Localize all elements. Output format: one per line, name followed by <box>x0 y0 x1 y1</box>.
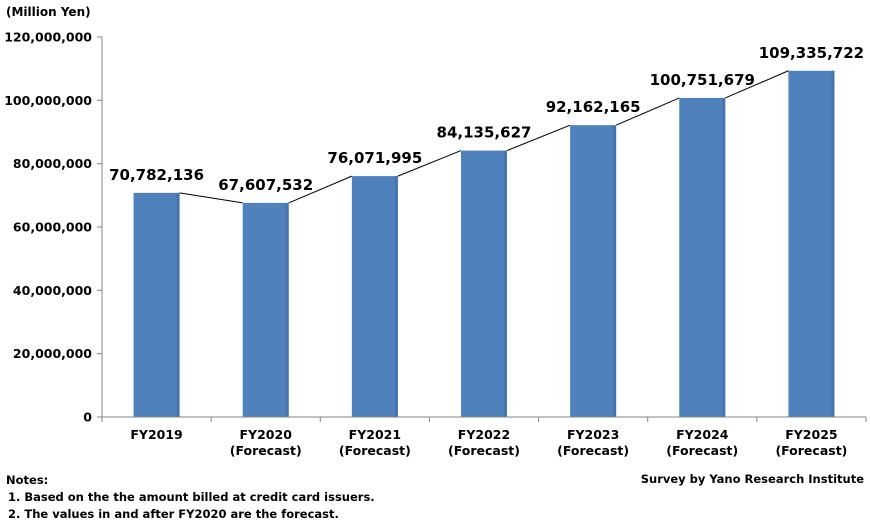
x-tick-label-line: FY2022 <box>458 427 510 442</box>
data-label: 67,607,532 <box>218 176 313 194</box>
y-tick-label: 100,000,000 <box>4 93 92 108</box>
connector-segment <box>288 175 353 204</box>
x-tick-label: FY2024 (Forecast) <box>666 427 738 458</box>
bar-shade <box>285 202 289 417</box>
bar-shade <box>613 125 617 418</box>
data-label: 109,335,722 <box>759 44 864 62</box>
x-tick-label: FY2021 (Forecast) <box>339 427 411 458</box>
bar <box>570 125 617 418</box>
data-label: 76,071,995 <box>327 149 422 167</box>
bar-shade <box>504 150 507 418</box>
x-tick-label-line: (Forecast) <box>230 443 302 458</box>
x-tick-label: FY2025 (Forecast) <box>775 427 847 458</box>
bar-shade <box>831 70 835 418</box>
y-tick-label: 120,000,000 <box>4 30 92 45</box>
bar-shade <box>394 176 398 417</box>
y-tick-label: 20,000,000 <box>13 346 92 361</box>
notes-block: Notes: 1. Based on the the amount billed… <box>6 472 375 523</box>
note-1: 1. Based on the the amount billed at cre… <box>8 490 375 504</box>
bar <box>679 97 726 418</box>
bar <box>133 192 180 417</box>
x-tick-label-line: FY2020 <box>240 427 293 442</box>
connector-segment <box>725 70 789 99</box>
x-tick-label-line: FY2021 <box>349 427 401 442</box>
bar-shade <box>176 192 180 417</box>
x-tick-label-line: (Forecast) <box>666 443 738 458</box>
x-tick-label-line: (Forecast) <box>448 443 520 458</box>
x-tick-label-line: FY2019 <box>130 427 182 442</box>
connector-segment <box>397 150 462 177</box>
x-tick-label: FY2020 (Forecast) <box>230 427 302 458</box>
data-label: 100,751,679 <box>650 71 755 89</box>
bar <box>242 202 289 417</box>
connector-segment <box>506 124 571 152</box>
x-tick-label: FY2019 <box>130 427 182 442</box>
y-tick-label: 0 <box>83 410 92 425</box>
x-tick-label-line: FY2024 <box>676 427 729 442</box>
bar-shade <box>722 97 726 418</box>
y-tick-label: 60,000,000 <box>13 220 92 235</box>
x-tick-label-line: FY2025 <box>785 427 837 442</box>
y-tick-label: 40,000,000 <box>13 283 92 298</box>
x-tick-label: FY2022 (Forecast) <box>448 427 520 458</box>
data-label: 92,162,165 <box>546 98 641 116</box>
x-tick-label-line: (Forecast) <box>339 443 411 458</box>
bar <box>351 176 398 417</box>
notes-heading: Notes: <box>6 473 49 487</box>
connector-segment <box>179 192 243 204</box>
connector-segment <box>615 97 680 126</box>
note-2: 2. The values in and after FY2020 are th… <box>8 507 339 521</box>
bar <box>788 70 835 418</box>
bar-series <box>133 70 835 418</box>
bar <box>461 150 507 418</box>
x-tick-label-line: (Forecast) <box>557 443 629 458</box>
connector-line <box>179 70 789 204</box>
y-axis-unit-label: (Million Yen) <box>6 5 91 19</box>
data-label: 84,135,627 <box>437 124 532 142</box>
x-tick-label: FY2023 (Forecast) <box>557 427 629 458</box>
data-labels: 70,782,136 67,607,532 76,071,995 84,135,627… <box>109 44 864 194</box>
source-credit: Survey by Yano Research Institute <box>640 472 864 486</box>
x-tick-label-line: (Forecast) <box>775 443 847 458</box>
y-axis: 0 20,000,000 40,000,000 60,000,000 80,000,00… <box>4 30 103 425</box>
data-label: 70,782,136 <box>109 166 204 184</box>
x-axis: FY2019 FY2020 (Forecast)FY2021 (Forecast)FY… <box>101 416 867 458</box>
x-tick-label-line: FY2023 <box>567 427 619 442</box>
y-tick-label: 80,000,000 <box>13 156 92 171</box>
